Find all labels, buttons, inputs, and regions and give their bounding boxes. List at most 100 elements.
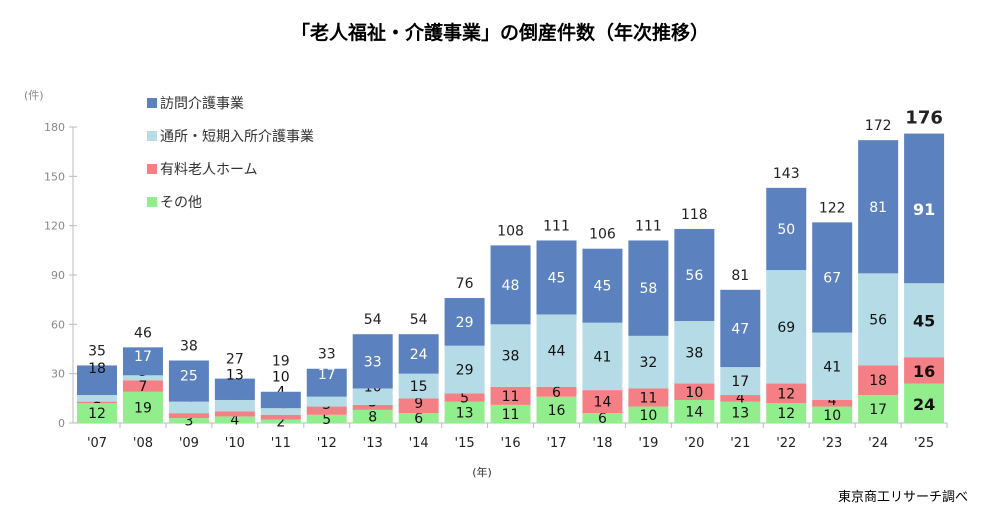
x-tick-label: '08: [133, 436, 153, 451]
data-label: 18: [88, 361, 106, 377]
source-note: 東京商工リサーチ調べ: [837, 490, 968, 505]
bar-segment: [352, 334, 393, 389]
bar-segment: [720, 395, 761, 402]
legend-label: その他: [160, 195, 202, 211]
data-label: 13: [731, 405, 749, 421]
legend-label: 通所・短期入所介護事業: [160, 129, 314, 145]
bar-segment: [582, 322, 623, 391]
data-label: 50: [777, 222, 795, 238]
bar-segment: [122, 375, 163, 381]
x-axis-unit: (年): [472, 465, 492, 479]
data-label: 48: [502, 278, 520, 294]
data-label: 67: [823, 270, 841, 286]
bar-segment: [444, 345, 485, 394]
data-label: 11: [502, 407, 520, 423]
data-label: 58: [639, 281, 657, 297]
bar-segment: [77, 365, 117, 396]
data-label: 91: [913, 200, 935, 219]
data-label: 41: [823, 359, 841, 375]
data-label: 11: [639, 391, 657, 407]
bar-segment: [720, 289, 761, 368]
data-label: 24: [913, 395, 935, 414]
bar-segment: [582, 390, 623, 414]
bar-segment: [214, 399, 255, 412]
bar-segment: [352, 404, 393, 410]
total-label: 111: [635, 218, 662, 234]
data-label: 13: [456, 405, 474, 421]
bar-segment: [214, 411, 255, 417]
bar-segment: [168, 418, 209, 423]
total-label: 54: [364, 312, 382, 328]
data-label: 69: [777, 320, 795, 336]
data-label: 44: [548, 344, 566, 360]
bar-segment: [168, 413, 209, 419]
data-label: 12: [88, 406, 106, 422]
bar-segment: [812, 332, 853, 400]
bar-segment: [720, 401, 761, 423]
data-label: 10: [823, 408, 841, 424]
x-tick-label: '13: [363, 436, 383, 451]
data-label: 24: [410, 347, 428, 363]
bar-segment: [214, 378, 255, 400]
x-tick-label: '12: [317, 436, 337, 451]
total-label: 172: [865, 118, 892, 134]
bar-segment: [628, 240, 669, 336]
data-label: 10: [272, 369, 290, 385]
data-label: 14: [685, 404, 703, 420]
bar-segment: [398, 373, 439, 399]
bar-segment: [628, 388, 669, 407]
legend-label: 訪問介護事業: [160, 96, 244, 112]
total-label: 118: [681, 207, 708, 223]
x-tick-label: '18: [592, 436, 612, 451]
x-tick-label: '07: [87, 436, 107, 451]
data-label: 13: [226, 368, 244, 384]
total-label: 111: [543, 218, 570, 234]
data-label: 38: [685, 345, 703, 361]
data-label: 5: [322, 412, 331, 428]
bar-segment: [766, 270, 807, 384]
data-label: 5: [460, 390, 469, 406]
y-tick-label: 30: [51, 368, 65, 381]
bar-segment: [904, 283, 945, 358]
bar-segment: [168, 401, 209, 414]
bar-segment: [858, 365, 899, 396]
bar-segment: [904, 383, 945, 423]
y-tick-label: 120: [44, 220, 65, 233]
x-tick-label: '11: [271, 436, 291, 451]
total-label: 35: [88, 343, 106, 359]
x-tick-label: '10: [225, 436, 245, 451]
y-tick-label: 180: [44, 121, 65, 134]
bar-segment: [628, 406, 669, 423]
bar-segment: [352, 409, 393, 423]
bar-segment: [858, 140, 899, 274]
data-label: 45: [913, 312, 935, 331]
bar-segment: [444, 401, 485, 423]
data-label: 4: [828, 393, 837, 409]
x-tick-label: '17: [546, 436, 566, 451]
total-label: 46: [134, 325, 152, 341]
bar-segment: [858, 395, 899, 423]
data-label: 12: [777, 386, 795, 402]
total-label: 81: [731, 268, 749, 284]
bar-segment: [77, 403, 117, 423]
bar-segment: [674, 383, 715, 400]
data-label: 6: [414, 411, 423, 427]
x-tick-label: '09: [179, 436, 199, 451]
legend-swatch: [147, 131, 157, 141]
data-label: 6: [552, 385, 561, 401]
data-label: 33: [364, 354, 382, 370]
x-tick-label: '24: [868, 436, 888, 451]
x-tick-label: '22: [776, 436, 796, 451]
bar-segment: [812, 399, 853, 407]
bar-segment: [674, 228, 715, 322]
y-tick-label: 60: [51, 318, 65, 331]
bar-segment: [904, 133, 945, 284]
data-label: 45: [548, 270, 566, 286]
bar-segment: [398, 413, 439, 423]
bar-segment: [536, 396, 577, 423]
data-label: 15: [410, 379, 428, 395]
bar-segment: [77, 401, 117, 404]
bar-segment: [490, 324, 531, 387]
data-label: 12: [777, 406, 795, 422]
